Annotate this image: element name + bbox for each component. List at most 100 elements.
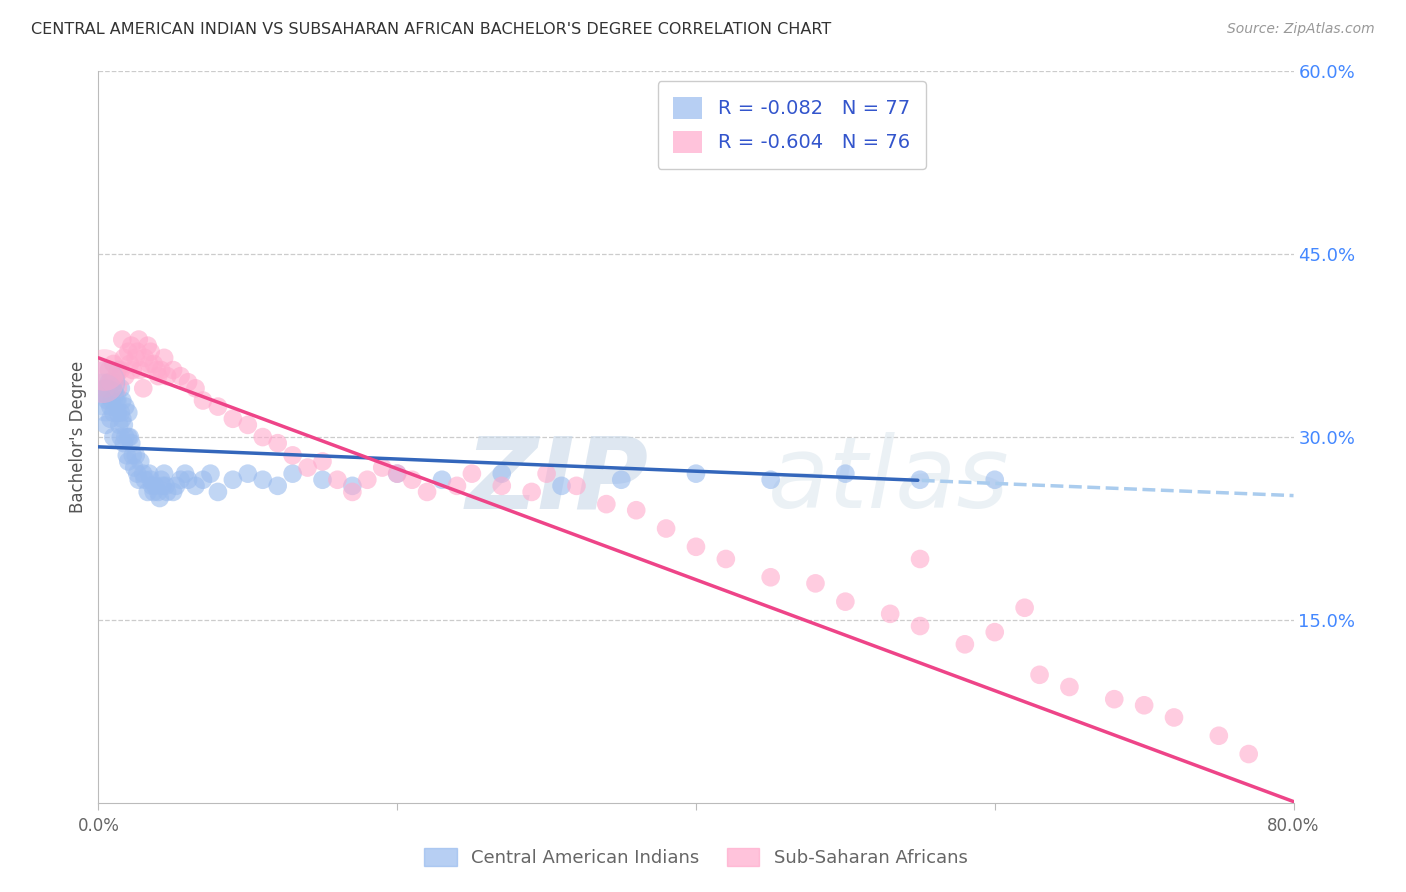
- Point: [908, 552, 931, 566]
- Point: [236, 467, 259, 481]
- Point: [108, 417, 131, 432]
- Point: [129, 363, 152, 377]
- Point: [101, 393, 124, 408]
- Point: [565, 479, 588, 493]
- Point: [155, 479, 177, 493]
- Text: ZIP: ZIP: [465, 433, 648, 530]
- Point: [430, 473, 453, 487]
- Point: [120, 436, 142, 450]
- Point: [834, 594, 856, 608]
- Point: [984, 625, 1007, 640]
- Point: [143, 479, 166, 493]
- Point: [107, 363, 129, 377]
- Point: [111, 393, 134, 408]
- Point: [93, 363, 115, 377]
- Point: [908, 473, 931, 487]
- Point: [117, 430, 139, 444]
- Point: [207, 400, 229, 414]
- Point: [536, 467, 558, 481]
- Point: [148, 485, 170, 500]
- Point: [520, 485, 543, 500]
- Point: [110, 363, 132, 377]
- Point: [1208, 729, 1230, 743]
- Point: [1237, 747, 1260, 761]
- Point: [94, 417, 117, 432]
- Point: [834, 467, 856, 481]
- Point: [112, 436, 135, 450]
- Point: [139, 344, 162, 359]
- Point: [1133, 698, 1156, 713]
- Point: [138, 467, 160, 481]
- Point: [610, 473, 633, 487]
- Point: [267, 436, 290, 450]
- Point: [127, 344, 149, 359]
- Point: [142, 485, 165, 500]
- Point: [121, 448, 143, 462]
- Point: [177, 375, 200, 389]
- Point: [267, 479, 290, 493]
- Point: [136, 338, 159, 352]
- Point: [446, 479, 468, 493]
- Point: [153, 351, 176, 365]
- Point: [121, 363, 143, 377]
- Point: [759, 473, 782, 487]
- Point: [117, 406, 139, 420]
- Point: [879, 607, 901, 621]
- Point: [117, 344, 139, 359]
- Point: [103, 375, 125, 389]
- Point: [222, 473, 245, 487]
- Point: [134, 473, 156, 487]
- Point: [169, 473, 191, 487]
- Point: [156, 369, 179, 384]
- Point: [342, 485, 364, 500]
- Point: [311, 454, 333, 468]
- Point: [129, 454, 152, 468]
- Point: [97, 375, 120, 389]
- Point: [385, 467, 409, 481]
- Point: [191, 473, 214, 487]
- Point: [236, 417, 259, 432]
- Point: [124, 460, 146, 475]
- Point: [110, 430, 132, 444]
- Point: [356, 473, 378, 487]
- Point: [385, 467, 409, 481]
- Point: [1014, 600, 1036, 615]
- Point: [142, 357, 165, 371]
- Point: [153, 467, 176, 481]
- Point: [136, 485, 159, 500]
- Point: [342, 479, 364, 493]
- Point: [714, 552, 737, 566]
- Point: [311, 473, 333, 487]
- Text: atlas: atlas: [768, 433, 1010, 530]
- Point: [371, 460, 394, 475]
- Point: [94, 381, 117, 395]
- Point: [149, 491, 172, 505]
- Point: [165, 479, 187, 493]
- Point: [461, 467, 484, 481]
- Point: [98, 412, 122, 426]
- Point: [103, 430, 125, 444]
- Point: [139, 473, 162, 487]
- Point: [93, 375, 115, 389]
- Point: [550, 479, 572, 493]
- Point: [141, 479, 163, 493]
- Point: [91, 375, 114, 389]
- Point: [117, 454, 139, 468]
- Point: [110, 381, 132, 395]
- Point: [134, 351, 156, 365]
- Point: [112, 417, 135, 432]
- Point: [162, 485, 184, 500]
- Point: [114, 430, 136, 444]
- Point: [148, 369, 170, 384]
- Point: [114, 400, 136, 414]
- Point: [132, 381, 155, 395]
- Point: [97, 363, 120, 377]
- Point: [125, 448, 148, 462]
- Point: [156, 485, 179, 500]
- Point: [98, 375, 122, 389]
- Point: [177, 473, 200, 487]
- Point: [416, 485, 439, 500]
- Point: [685, 540, 707, 554]
- Point: [94, 381, 117, 395]
- Point: [804, 576, 827, 591]
